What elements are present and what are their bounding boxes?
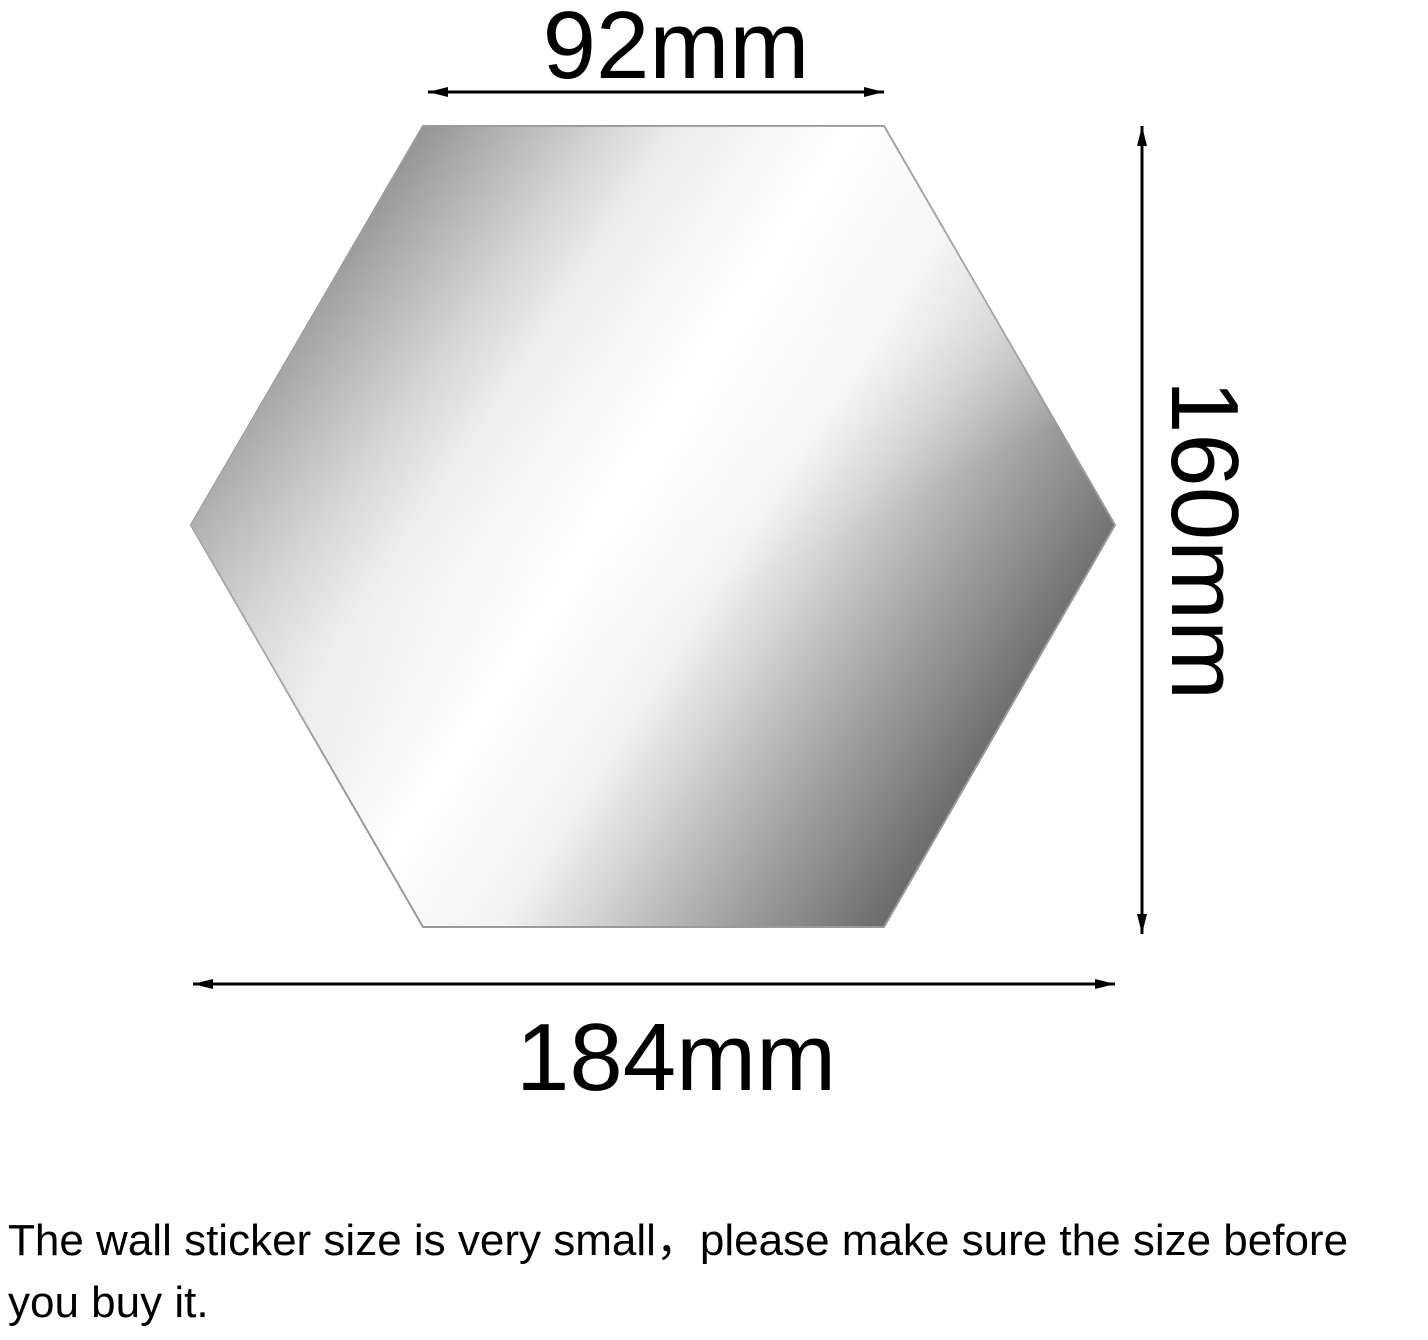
size-warning-note: The wall sticker size is very small，plea… — [8, 1216, 1349, 1327]
mirror-shine — [191, 126, 1115, 927]
height-label: 160mm — [1151, 380, 1258, 700]
top-width-label: 92mm — [543, 0, 810, 99]
bottom-width-label: 184mm — [516, 1004, 836, 1111]
